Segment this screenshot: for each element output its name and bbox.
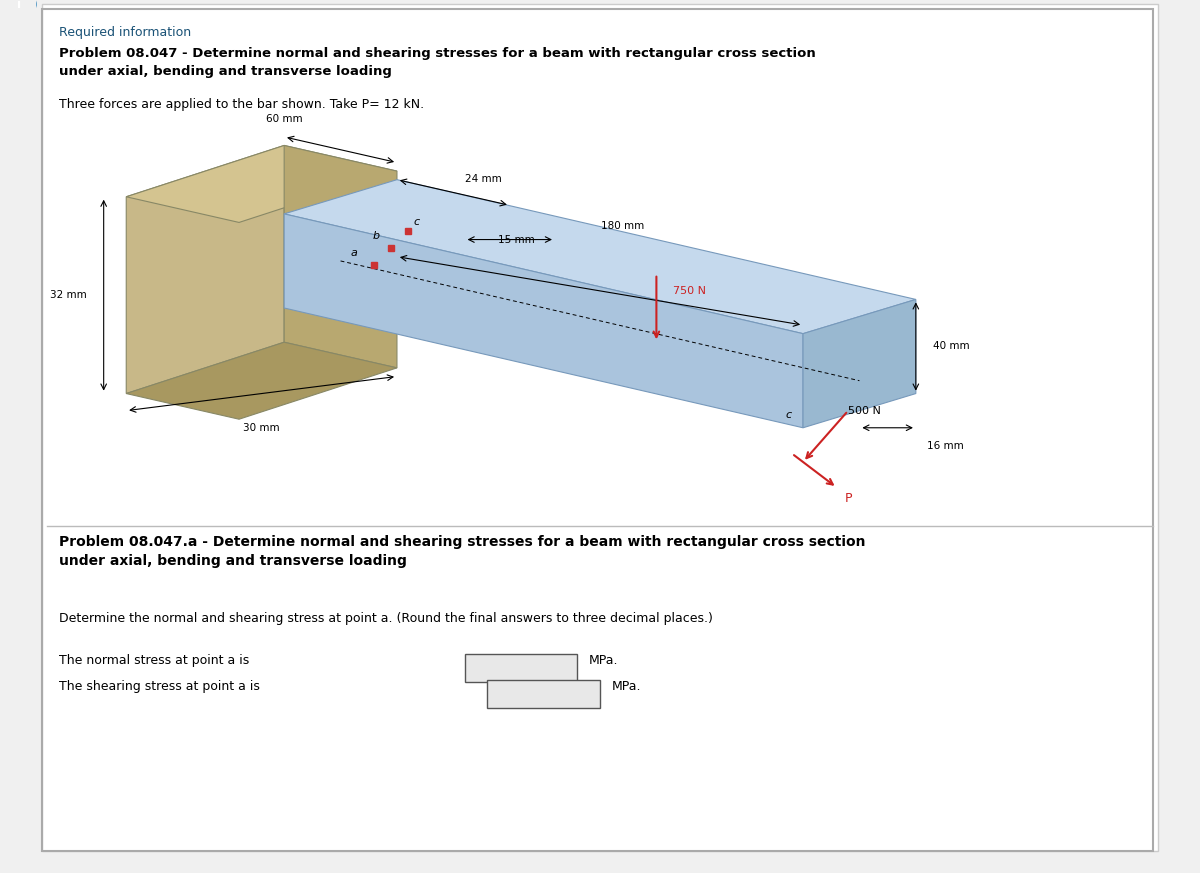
Text: 40 mm: 40 mm (932, 341, 970, 352)
Polygon shape (126, 146, 284, 394)
FancyBboxPatch shape (464, 655, 577, 682)
Text: 16 mm: 16 mm (928, 441, 964, 450)
Text: Problem 08.047.a - Determine normal and shearing stresses for a beam with rectan: Problem 08.047.a - Determine normal and … (59, 534, 865, 568)
Polygon shape (284, 214, 803, 428)
Text: c: c (786, 410, 792, 420)
Text: 180 mm: 180 mm (601, 221, 644, 231)
Text: a: a (350, 249, 358, 258)
Text: The normal stress at point a is: The normal stress at point a is (59, 655, 248, 668)
Text: Determine the normal and shearing stress at point a. (Round the final answers to: Determine the normal and shearing stress… (59, 612, 713, 625)
Text: Problem 08.047 - Determine normal and shearing stresses for a beam with rectangu: Problem 08.047 - Determine normal and sh… (59, 47, 815, 78)
FancyBboxPatch shape (487, 680, 600, 707)
Polygon shape (126, 146, 397, 223)
Text: MPa.: MPa. (611, 680, 641, 693)
Polygon shape (126, 342, 397, 419)
Text: i: i (17, 0, 22, 10)
Circle shape (2, 0, 36, 17)
FancyBboxPatch shape (42, 4, 1158, 851)
Text: c: c (414, 217, 420, 227)
Text: The shearing stress at point a is: The shearing stress at point a is (59, 680, 259, 693)
Text: 15 mm: 15 mm (498, 235, 535, 244)
Polygon shape (803, 299, 916, 428)
Text: P: P (845, 491, 852, 505)
Text: 60 mm: 60 mm (266, 114, 302, 124)
Polygon shape (284, 146, 397, 368)
Text: 750 N: 750 N (673, 285, 707, 296)
Text: Required information: Required information (59, 25, 191, 38)
Polygon shape (284, 180, 916, 333)
Text: b: b (373, 231, 380, 241)
Text: MPa.: MPa. (589, 655, 618, 668)
Text: Three forces are applied to the bar shown. Take P= 12 kN.: Three forces are applied to the bar show… (59, 99, 424, 112)
Text: 24 mm: 24 mm (464, 174, 502, 184)
Text: 30 mm: 30 mm (244, 423, 280, 434)
Text: 32 mm: 32 mm (50, 290, 86, 300)
Text: 500 N: 500 N (848, 406, 881, 416)
